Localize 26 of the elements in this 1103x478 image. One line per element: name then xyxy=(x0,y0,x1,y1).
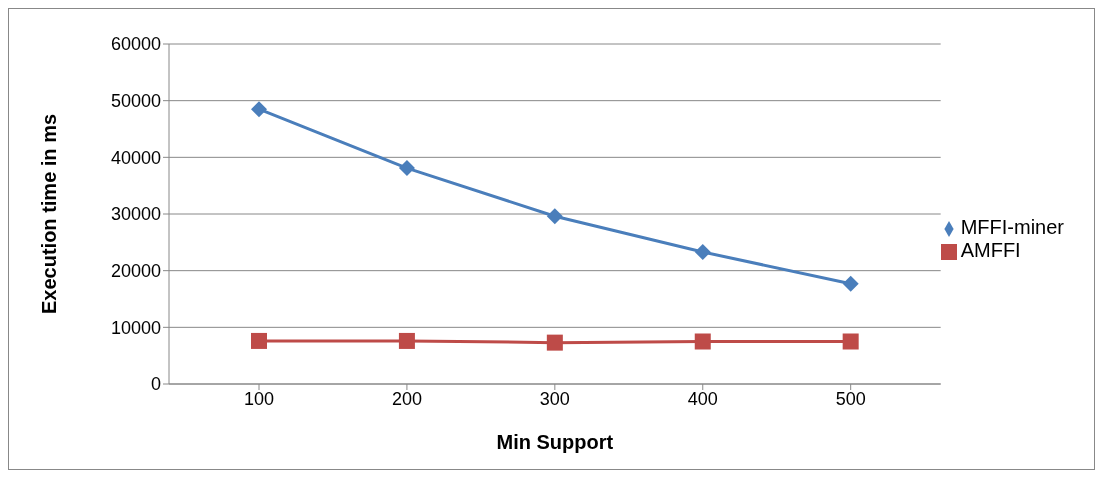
point xyxy=(694,243,711,260)
y-axis-title: Execution time in ms xyxy=(38,113,61,314)
x-tick-label: 300 xyxy=(539,388,570,409)
legend-label: MFFI-miner xyxy=(960,216,1064,238)
y-tick-label: 60000 xyxy=(110,34,161,55)
point xyxy=(398,332,415,349)
legend-label: AMFFI xyxy=(960,239,1021,261)
y-tick-label: 10000 xyxy=(110,317,161,338)
y-tick-label: 20000 xyxy=(110,261,161,282)
x-axis-title: Min Support xyxy=(496,431,614,453)
point xyxy=(251,332,267,349)
point xyxy=(251,101,267,118)
y-tick-label: 0 xyxy=(150,374,161,395)
point xyxy=(842,333,859,350)
point xyxy=(546,208,563,225)
x-tick-label: 500 xyxy=(835,388,866,409)
x-tick-label: 400 xyxy=(687,388,718,409)
y-tick-label: 50000 xyxy=(110,91,161,112)
point xyxy=(398,160,415,177)
point xyxy=(842,275,859,292)
y-tick-label: 30000 xyxy=(110,204,161,225)
point xyxy=(694,333,711,350)
y-tick-label: 40000 xyxy=(110,147,161,168)
point xyxy=(546,334,563,351)
x-tick-label: 100 xyxy=(243,388,275,409)
x-tick-label: 200 xyxy=(391,388,422,409)
